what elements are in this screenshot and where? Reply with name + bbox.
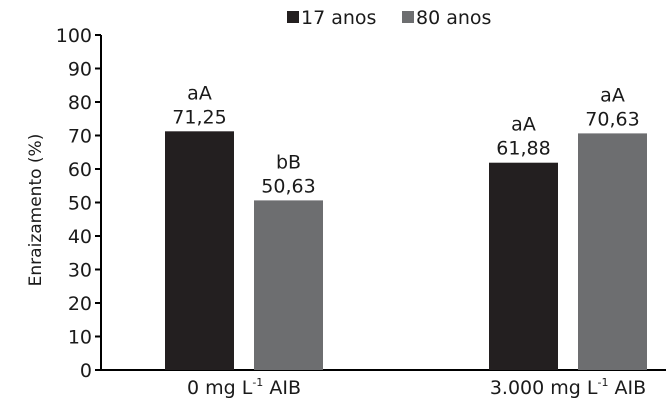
y-tick-label: 50 [68, 193, 92, 215]
y-axis-ticks: 0 10 20 30 40 50 60 70 80 90 100 [56, 25, 101, 382]
bar-value-label: 61,88 [496, 138, 550, 160]
x-axis-labels: 0 mg L-1 AIB 3.000 mg L-1 AIB [187, 376, 646, 399]
y-tick-label: 70 [68, 126, 92, 148]
legend-swatch [402, 11, 414, 23]
y-tick-label: 80 [68, 92, 92, 114]
bar-value-label: 70,63 [585, 108, 639, 130]
y-tick-label: 40 [68, 226, 92, 248]
y-tick-label: 0 [80, 360, 92, 382]
y-axis-title: Enraizamento (%) [26, 134, 46, 287]
bar-significance-letters: aA [511, 114, 536, 136]
bar-significance-letters: aA [600, 84, 625, 106]
bar-series-1-cat-2 [489, 162, 558, 370]
y-tick-label: 30 [68, 260, 92, 282]
bar-value-label: 50,63 [261, 175, 315, 197]
bar-series-1-cat-1 [165, 131, 234, 370]
y-tick-label: 20 [68, 293, 92, 315]
bar-series-2-cat-1 [254, 200, 323, 370]
legend-swatch [287, 11, 299, 23]
y-tick-label: 100 [56, 25, 92, 47]
y-tick-label: 90 [68, 59, 92, 81]
bar-significance-letters: bB [276, 151, 301, 173]
legend-label: 80 anos [416, 7, 491, 29]
y-tick-label: 10 [68, 327, 92, 349]
x-category-label: 0 mg L-1 AIB [187, 376, 301, 399]
bar-significance-letters: aA [187, 82, 212, 104]
x-category-label: 3.000 mg L-1 AIB [490, 376, 646, 399]
y-tick-label: 60 [68, 159, 92, 181]
bar-series-2-cat-2 [578, 133, 647, 370]
legend: 17 anos 80 anos [287, 7, 491, 29]
bar-value-label: 71,25 [172, 106, 226, 128]
legend-label: 17 anos [301, 7, 376, 29]
